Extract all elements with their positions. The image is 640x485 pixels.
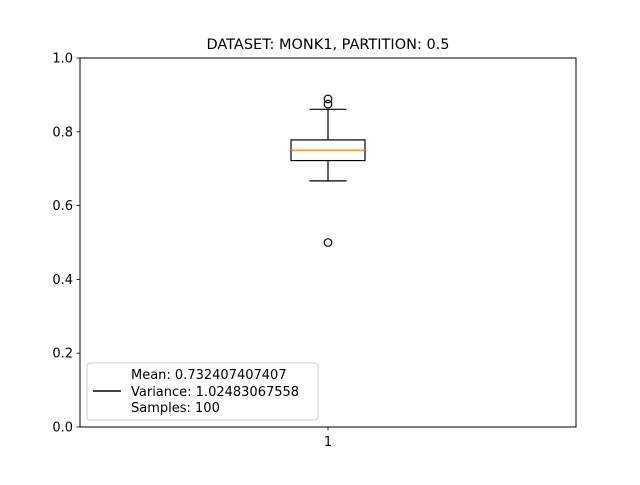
y-tick-label: 0.4 (52, 273, 73, 288)
legend-mean-text: Mean: 0.732407407407 (131, 368, 287, 383)
x-tick-label: 1 (324, 435, 332, 450)
legend: Mean: 0.732407407407 Variance: 1.0248306… (86, 362, 319, 421)
legend-samples-text: Samples: 100 (131, 401, 220, 416)
outlier-point (323, 99, 333, 109)
outlier-point (323, 238, 333, 247)
y-tick-label: 0.0 (52, 421, 73, 436)
plot-area (290, 94, 366, 247)
chart-title: DATASET: MONK1, PARTITION: 0.5 (206, 37, 449, 53)
y-tick-label: 0.6 (52, 199, 73, 214)
y-tick-label: 1.0 (52, 52, 73, 67)
y-tick-label: 0.8 (52, 125, 73, 140)
legend-frame (86, 362, 319, 421)
legend-variance-text: Variance: 1.02483067558 (131, 385, 299, 400)
y-tick-label: 0.2 (52, 347, 73, 362)
x-axis: 1 (324, 427, 332, 450)
outlier-point (323, 94, 333, 104)
y-axis: 0.0 0.2 0.4 0.6 0.8 1.0 (52, 52, 80, 436)
